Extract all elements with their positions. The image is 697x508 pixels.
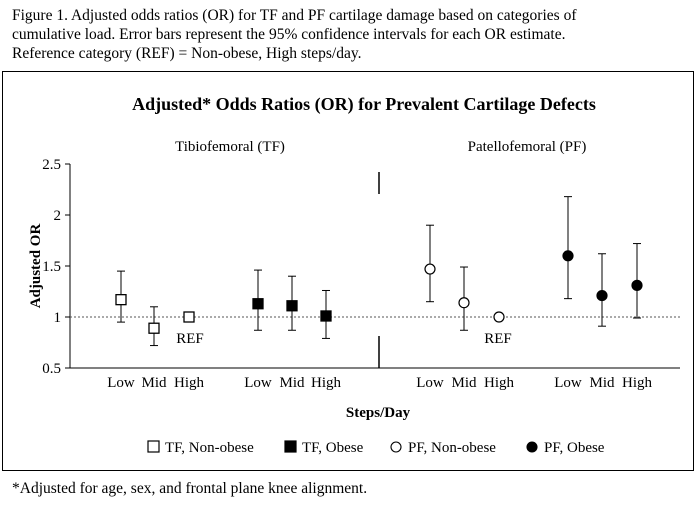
panel-label-pf: Patellofemoral (PF): [468, 139, 587, 155]
figure-caption: Figure 1. Adjusted odds ratios (OR) for …: [12, 6, 692, 63]
data-point: [183, 311, 195, 323]
x-tick-label: Mid: [279, 375, 305, 391]
chart-title: Adjusted* Odds Ratios (OR) for Prevalent…: [132, 94, 596, 115]
ref-label-tf: REF: [176, 331, 204, 347]
x-tick-label: Mid: [141, 375, 167, 391]
data-point: [458, 297, 470, 309]
x-tick-label: High: [622, 375, 653, 391]
footnote: *Adjusted for age, sex, and frontal plan…: [12, 480, 368, 497]
y-tick-label: 2.5: [42, 157, 61, 173]
x-tick-label: Mid: [589, 375, 615, 391]
chart-frame: [2, 71, 694, 471]
x-tick-label: Low: [554, 375, 582, 391]
caption-line-3: Reference category (REF) = Non-obese, Hi…: [12, 45, 362, 62]
legend-marker: [284, 440, 297, 453]
x-tick-label: Low: [244, 375, 272, 391]
x-tick-label: Mid: [451, 375, 477, 391]
data-point: [286, 300, 298, 312]
legend-label: TF, Non-obese: [165, 440, 254, 456]
legend-label: PF, Non-obese: [408, 440, 496, 456]
x-tick-label: High: [174, 375, 205, 391]
data-point: [424, 263, 436, 275]
data-point: [562, 250, 574, 262]
legend-label: TF, Obese: [302, 440, 364, 456]
x-tick-label: High: [484, 375, 515, 391]
data-point: [631, 279, 643, 291]
x-axis-title: Steps/Day: [346, 405, 411, 421]
legend-marker: [147, 440, 160, 453]
panel-label-tf: Tibiofemoral (TF): [175, 139, 285, 155]
legend-marker: [390, 441, 402, 453]
data-point: [115, 294, 127, 306]
x-tick-label: Low: [416, 375, 444, 391]
x-tick-label: Low: [107, 375, 135, 391]
y-tick-label: 0.5: [42, 361, 61, 377]
x-tick-label: High: [311, 375, 342, 391]
y-tick-label: 1: [54, 310, 62, 326]
data-point: [252, 298, 264, 310]
data-point: [148, 322, 160, 334]
y-tick-label: 2: [54, 208, 62, 224]
caption-line-2: cumulative load. Error bars represent th…: [12, 26, 566, 43]
y-axis-title: Adjusted OR: [28, 224, 44, 309]
y-tick-label: 1.5: [42, 259, 61, 275]
data-point: [596, 289, 608, 302]
legend-marker: [526, 441, 538, 453]
data-point: [493, 311, 505, 323]
legend-label: PF, Obese: [544, 440, 605, 456]
ref-label-pf: REF: [484, 331, 512, 347]
caption-line-1: Figure 1. Adjusted odds ratios (OR) for …: [12, 7, 577, 24]
data-point: [320, 310, 332, 322]
